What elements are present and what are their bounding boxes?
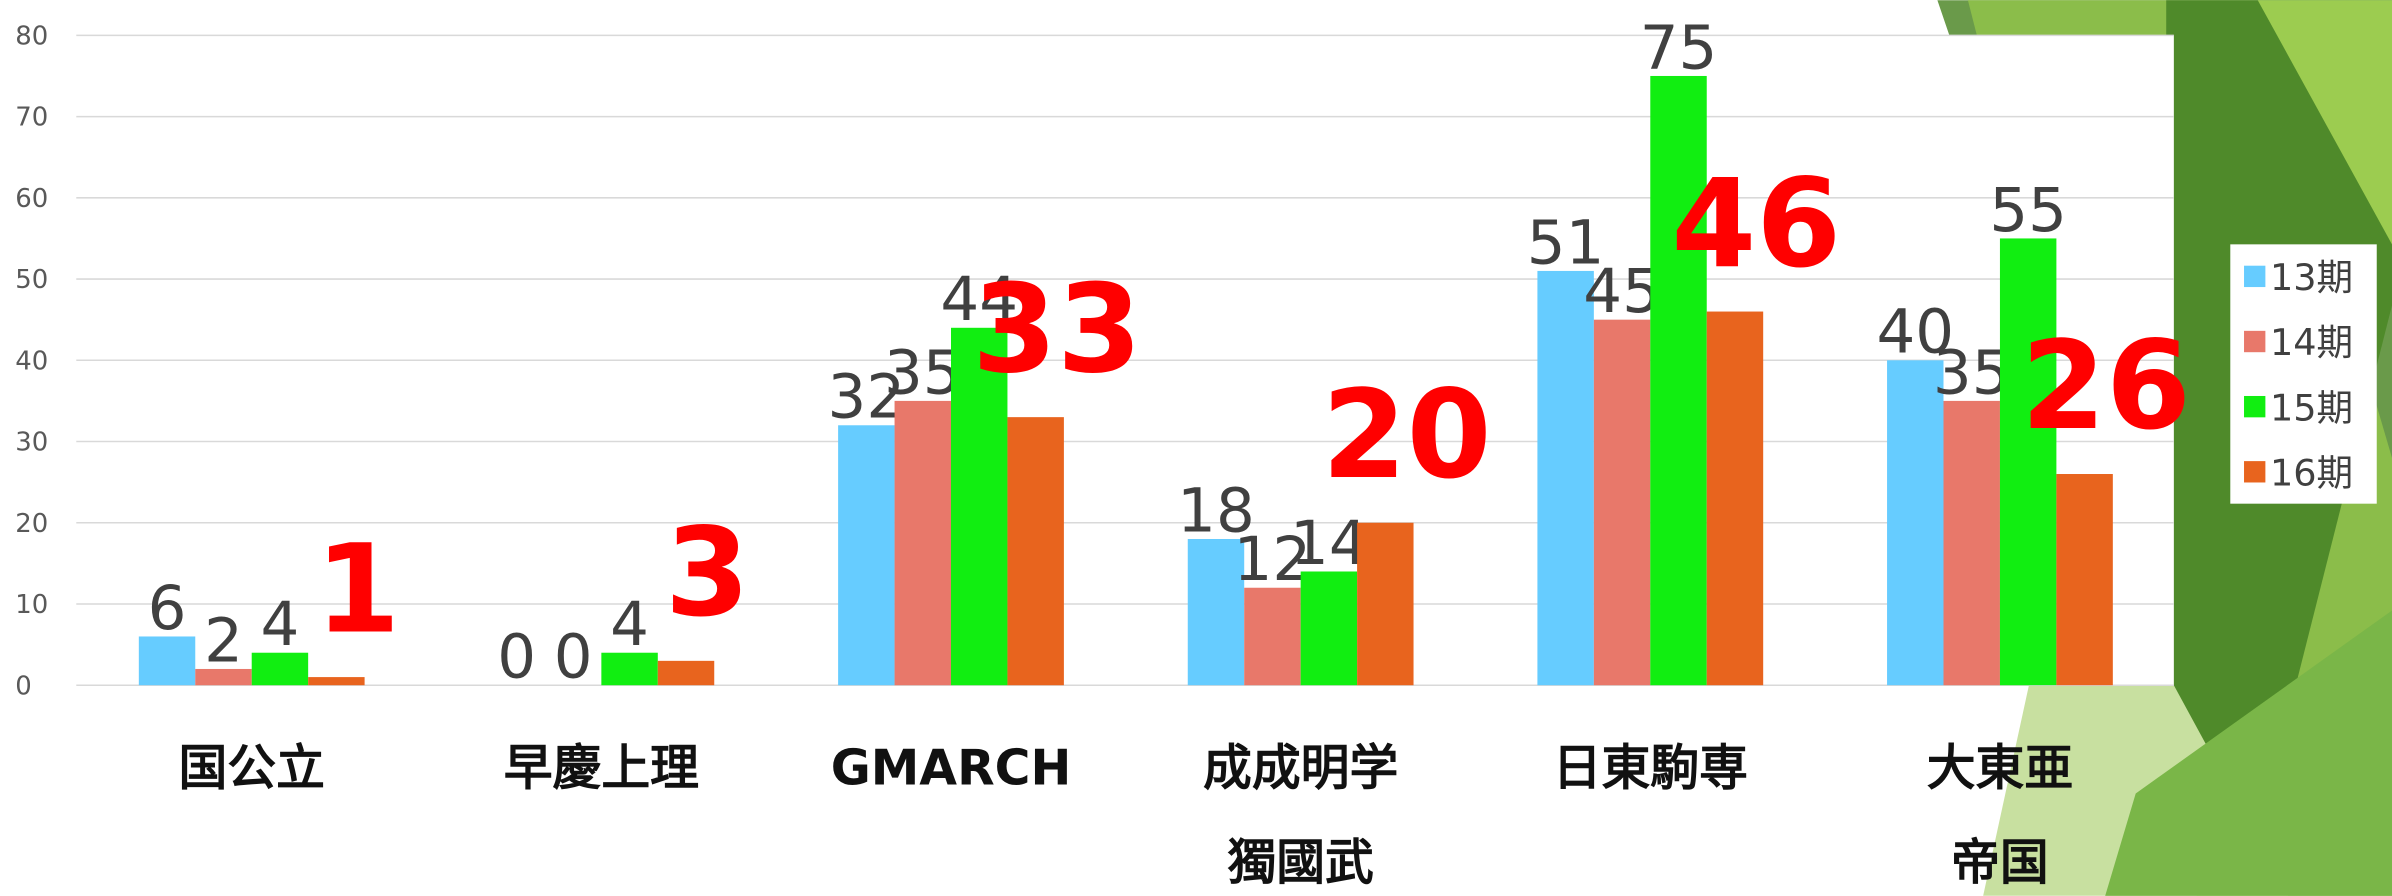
plot-background <box>0 0 1938 36</box>
legend-label: 13期 <box>2270 256 2353 299</box>
data-label: 35 <box>1933 337 2011 408</box>
data-label: 55 <box>1989 175 2067 246</box>
data-label: 12 <box>1234 524 1312 595</box>
y-tick-label: 70 <box>15 103 48 133</box>
data-label: 46 <box>1671 153 1841 295</box>
x-tick-label: 早慶上理 <box>504 739 699 796</box>
data-label: 44 <box>940 264 1018 335</box>
bar <box>1593 319 1651 686</box>
x-tick-label: 日東駒専 <box>1553 739 1748 796</box>
y-tick-label: 30 <box>15 428 48 458</box>
bar <box>1943 400 2000 686</box>
x-tick-label: 大東亜帝国 <box>1927 739 2073 891</box>
bar <box>1357 522 1414 686</box>
bar <box>2056 474 2113 686</box>
bar <box>1887 360 1944 686</box>
data-label: 0 <box>554 622 593 693</box>
data-label: 2 <box>204 605 243 676</box>
legend-label: 16期 <box>2270 452 2353 495</box>
bar <box>657 660 715 686</box>
data-label: 0 <box>497 622 536 693</box>
data-label: 32 <box>828 362 906 433</box>
legend-swatch <box>2244 265 2266 288</box>
legend-swatch <box>2244 330 2266 353</box>
bar <box>1187 538 1245 686</box>
bar <box>838 425 895 686</box>
bar <box>251 652 309 686</box>
legend-swatch <box>2244 395 2266 418</box>
bar <box>1244 587 1301 686</box>
data-label: 4 <box>610 589 649 660</box>
bar <box>1537 270 1594 686</box>
y-tick-label: 80 <box>15 22 48 52</box>
data-label: 14 <box>1290 508 1368 579</box>
bar <box>1706 311 1764 686</box>
data-label: 18 <box>1177 475 1255 546</box>
data-label: 40 <box>1876 297 1954 368</box>
bar <box>601 652 658 686</box>
data-label: 26 <box>2021 315 2191 457</box>
bar <box>195 668 252 686</box>
data-label: 35 <box>884 337 962 408</box>
bar <box>1007 417 1064 686</box>
y-tick-label: 10 <box>15 590 48 620</box>
y-tick-label: 50 <box>15 265 48 295</box>
y-tick-label: 60 <box>15 184 48 214</box>
data-label: 6 <box>148 573 187 644</box>
y-tick-label: 20 <box>15 509 48 539</box>
data-label: 75 <box>1640 12 1718 83</box>
data-label: 45 <box>1583 256 1661 327</box>
data-label: 51 <box>1527 207 1605 278</box>
legend-box <box>2230 244 2377 504</box>
data-label: 20 <box>1322 364 1492 506</box>
bar <box>138 636 196 686</box>
bar <box>308 677 365 686</box>
legend-label: 14期 <box>2270 321 2353 364</box>
legend-label: 15期 <box>2270 386 2353 429</box>
data-label: 1 <box>315 518 400 660</box>
x-tick-label: 国公立 <box>179 739 325 796</box>
x-tick-label: GMARCH <box>831 739 1072 796</box>
bar <box>951 327 1008 686</box>
legend-swatch <box>2244 461 2266 483</box>
bar <box>1300 571 1358 686</box>
y-tick-label: 40 <box>15 346 48 376</box>
x-tick-label: 成成明学獨國武 <box>1203 739 1398 891</box>
bar <box>894 400 952 686</box>
bar <box>1650 75 1707 686</box>
data-label: 3 <box>665 502 750 644</box>
data-label: 4 <box>261 589 300 660</box>
y-tick-label: 0 <box>15 671 32 701</box>
data-label: 33 <box>972 258 1142 400</box>
bar <box>1999 238 2057 686</box>
